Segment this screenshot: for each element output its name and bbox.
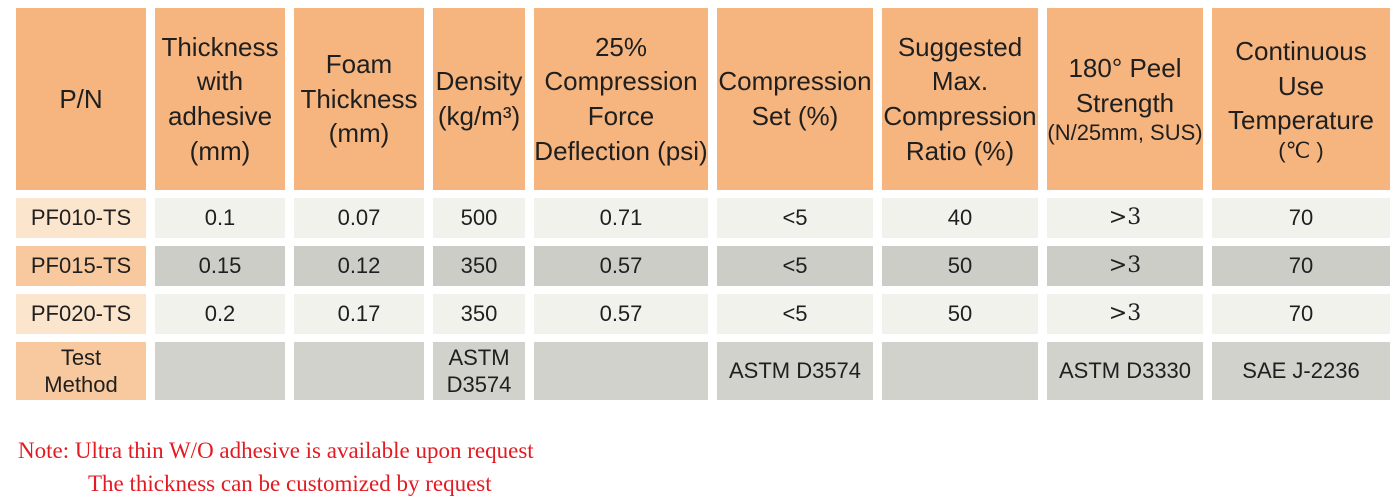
header-label: Compression Set (%) [718, 66, 872, 131]
value-cell: 0.2 [155, 294, 285, 334]
header-cell-foam-thickness: Foam Thickness (mm) [294, 8, 424, 190]
value-cell: 70 [1212, 294, 1390, 334]
value-cell: >3 [1047, 198, 1203, 238]
value-cell: 0.17 [294, 294, 424, 334]
test-method-cell: ASTM D3574 [433, 342, 525, 400]
test-method-cell [534, 342, 708, 400]
pn-cell: PF010-TS [16, 198, 146, 238]
value-cell: 0.1 [155, 198, 285, 238]
pn-cell: PF020-TS [16, 294, 146, 334]
value-cell: 0.57 [534, 294, 708, 334]
note-line-1: Note: Ultra thin W/O adhesive is availab… [18, 438, 534, 463]
test-method-cell: ASTM D3330 [1047, 342, 1203, 400]
value-cell: 350 [433, 246, 525, 286]
test-method-label: Test Method [16, 342, 146, 400]
header-label: Continuous Use Temperature [1228, 35, 1374, 136]
note-line-2: The thickness can be customized by reque… [88, 471, 492, 497]
header-label: P/N [59, 83, 103, 114]
header-cell-pn: P/N [16, 8, 146, 190]
value-cell: 0.71 [534, 198, 708, 238]
value-cell: 40 [882, 198, 1038, 238]
value-cell: 350 [433, 294, 525, 334]
value-cell: <5 [717, 294, 873, 334]
test-method-cell [294, 342, 424, 400]
value-cell: >3 [1047, 294, 1203, 334]
header-label: Foam Thickness (mm) [300, 49, 418, 149]
value-cell: 0.07 [294, 198, 424, 238]
header-cell-compression-set: Compression Set (%) [717, 8, 873, 190]
pn-cell: PF015-TS [16, 246, 146, 286]
value-cell: 70 [1212, 246, 1390, 286]
value-cell: 70 [1212, 198, 1390, 238]
header-label: 25% Compression Force Deflection (psi) [534, 31, 708, 166]
note-block: Note: Ultra thin W/O adhesive is availab… [18, 434, 534, 500]
header-label: Suggested Max. Compression Ratio (%) [883, 31, 1037, 166]
value-cell: 0.15 [155, 246, 285, 286]
value-cell: 0.12 [294, 246, 424, 286]
header-cell-max-compression-ratio: Suggested Max. Compression Ratio (%) [882, 8, 1038, 190]
header-sublabel: (N/25mm, SUS) [1047, 120, 1203, 146]
header-cell-density: Density (kg/m³) [433, 8, 525, 190]
header-cell-peel-strength: 180° Peel Strength (N/25mm, SUS) [1047, 8, 1203, 190]
header-label: Density (kg/m³) [435, 66, 523, 131]
value-cell: >3 [1047, 246, 1203, 286]
test-method-cell [155, 342, 285, 400]
value-cell: <5 [717, 198, 873, 238]
value-cell: 0.57 [534, 246, 708, 286]
test-method-cell: ASTM D3574 [717, 342, 873, 400]
header-sublabel: (℃ ) [1278, 137, 1324, 163]
test-method-cell [882, 342, 1038, 400]
header-cell-continuous-use-temperature: Continuous Use Temperature (℃ ) [1212, 8, 1390, 190]
value-cell: <5 [717, 246, 873, 286]
spec-table: P/N Thickness with adhesive (mm) Foam Th… [16, 8, 1390, 400]
header-label: 180° Peel Strength [1068, 53, 1182, 118]
value-cell: 500 [433, 198, 525, 238]
header-cell-compression-force-deflection: 25% Compression Force Deflection (psi) [534, 8, 708, 190]
value-cell: 50 [882, 246, 1038, 286]
header-cell-thickness-with-adhesive: Thickness with adhesive (mm) [155, 8, 285, 190]
test-method-cell: SAE J-2236 [1212, 342, 1390, 400]
value-cell: 50 [882, 294, 1038, 334]
header-label: Thickness with adhesive (mm) [161, 31, 279, 166]
